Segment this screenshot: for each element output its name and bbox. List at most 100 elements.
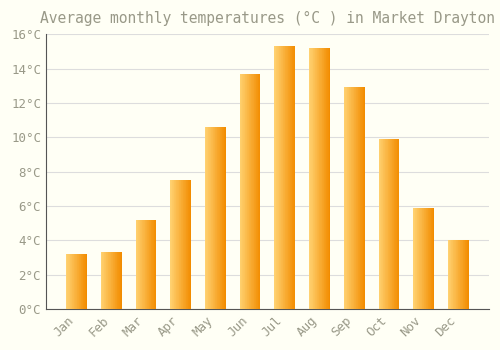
- Bar: [174, 180, 175, 309]
- Bar: [241, 74, 242, 309]
- Bar: [112, 252, 114, 309]
- Bar: [177, 180, 178, 309]
- Bar: [284, 46, 285, 309]
- Bar: [83, 254, 84, 309]
- Bar: [225, 127, 226, 309]
- Bar: [466, 240, 468, 309]
- Bar: [346, 88, 348, 309]
- Bar: [70, 254, 71, 309]
- Bar: [224, 127, 225, 309]
- Bar: [104, 252, 105, 309]
- Bar: [77, 254, 78, 309]
- Bar: [173, 180, 174, 309]
- Bar: [324, 48, 325, 309]
- Bar: [311, 48, 312, 309]
- Bar: [354, 88, 355, 309]
- Bar: [292, 46, 293, 309]
- Bar: [277, 46, 278, 309]
- Bar: [289, 46, 290, 309]
- Bar: [430, 208, 432, 309]
- Bar: [456, 240, 457, 309]
- Bar: [136, 220, 137, 309]
- Bar: [137, 220, 138, 309]
- Bar: [219, 127, 220, 309]
- Bar: [212, 127, 214, 309]
- Bar: [138, 220, 139, 309]
- Bar: [251, 74, 252, 309]
- Bar: [151, 220, 152, 309]
- Bar: [396, 139, 398, 309]
- Bar: [146, 220, 148, 309]
- Bar: [82, 254, 83, 309]
- Bar: [275, 46, 276, 309]
- Bar: [462, 240, 463, 309]
- Bar: [309, 48, 310, 309]
- Bar: [210, 127, 211, 309]
- Bar: [172, 180, 173, 309]
- Bar: [120, 252, 121, 309]
- Bar: [242, 74, 243, 309]
- Bar: [218, 127, 219, 309]
- Bar: [259, 74, 260, 309]
- Bar: [382, 139, 384, 309]
- Bar: [78, 254, 80, 309]
- Bar: [144, 220, 145, 309]
- Bar: [114, 252, 116, 309]
- Bar: [416, 208, 418, 309]
- Bar: [288, 46, 289, 309]
- Bar: [184, 180, 185, 309]
- Bar: [105, 252, 106, 309]
- Bar: [458, 240, 459, 309]
- Bar: [398, 139, 400, 309]
- Bar: [74, 254, 75, 309]
- Bar: [150, 220, 151, 309]
- Bar: [421, 208, 422, 309]
- Bar: [468, 240, 469, 309]
- Bar: [322, 48, 323, 309]
- Bar: [170, 180, 171, 309]
- Bar: [178, 180, 180, 309]
- Bar: [454, 240, 455, 309]
- Bar: [76, 254, 77, 309]
- Bar: [310, 48, 311, 309]
- Bar: [353, 88, 354, 309]
- Bar: [426, 208, 427, 309]
- Bar: [387, 139, 388, 309]
- Bar: [141, 220, 142, 309]
- Bar: [222, 127, 223, 309]
- Bar: [153, 220, 154, 309]
- Bar: [393, 139, 394, 309]
- Bar: [293, 46, 294, 309]
- Bar: [285, 46, 286, 309]
- Bar: [205, 127, 206, 309]
- Bar: [362, 88, 363, 309]
- Bar: [209, 127, 210, 309]
- Bar: [185, 180, 186, 309]
- Bar: [418, 208, 419, 309]
- Bar: [323, 48, 324, 309]
- Bar: [216, 127, 217, 309]
- Bar: [119, 252, 120, 309]
- Bar: [328, 48, 329, 309]
- Bar: [460, 240, 461, 309]
- Bar: [103, 252, 104, 309]
- Bar: [282, 46, 284, 309]
- Bar: [102, 252, 103, 309]
- Bar: [325, 48, 326, 309]
- Bar: [457, 240, 458, 309]
- Bar: [391, 139, 392, 309]
- Bar: [355, 88, 356, 309]
- Bar: [257, 74, 258, 309]
- Bar: [254, 74, 255, 309]
- Bar: [142, 220, 143, 309]
- Bar: [187, 180, 188, 309]
- Bar: [320, 48, 321, 309]
- Bar: [359, 88, 360, 309]
- Bar: [358, 88, 359, 309]
- Bar: [246, 74, 248, 309]
- Bar: [190, 180, 191, 309]
- Bar: [420, 208, 421, 309]
- Bar: [394, 139, 395, 309]
- Bar: [207, 127, 208, 309]
- Bar: [392, 139, 393, 309]
